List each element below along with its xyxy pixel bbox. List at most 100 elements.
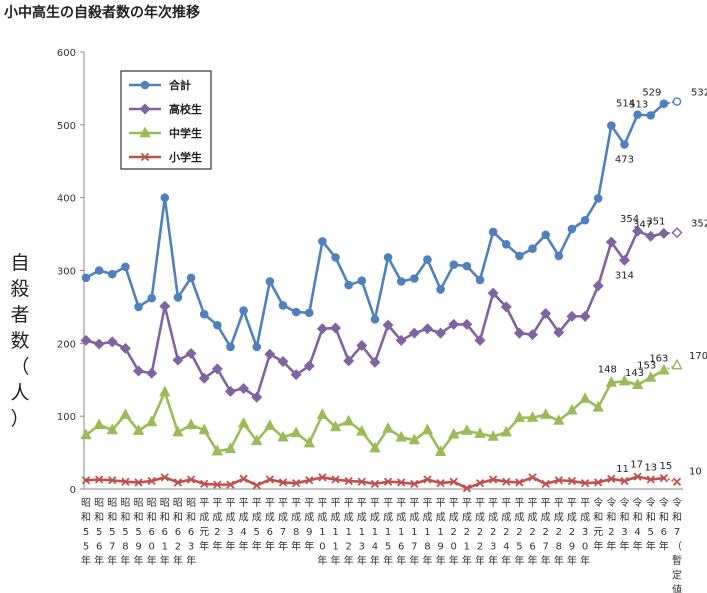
data-point: [671, 358, 683, 370]
x-tick-label: 平: [344, 498, 354, 509]
data-point: [501, 239, 511, 249]
data-point: [224, 442, 237, 454]
y-tick-label: 0: [70, 485, 76, 496]
x-tick-label: 成: [567, 512, 577, 524]
data-point: [224, 385, 236, 397]
x-tick-label: 年: [344, 554, 354, 567]
data-label: 354: [620, 214, 639, 225]
y-axis-label-char: 数: [10, 330, 30, 352]
data-point: [397, 478, 406, 487]
x-tick-label: 和: [186, 512, 196, 524]
data-point: [423, 475, 432, 484]
data-point: [304, 308, 314, 318]
data-point: [344, 476, 353, 486]
data-point: [357, 477, 366, 486]
data-point: [488, 475, 498, 484]
x-tick-label: 成: [501, 512, 511, 524]
x-tick-label: 平: [212, 498, 222, 509]
data-point: [264, 419, 276, 430]
x-tick-label: 成: [331, 512, 341, 524]
x-tick-label: 6: [162, 527, 168, 538]
x-tick-label: 年: [265, 540, 275, 553]
data-point: [475, 479, 485, 488]
data-point: [461, 318, 473, 330]
x-tick-label: 1: [332, 527, 338, 538]
data-point: [659, 473, 669, 483]
data-point: [423, 255, 432, 264]
data-point: [515, 251, 524, 261]
x-tick-label: 成: [383, 512, 393, 524]
data-point: [487, 430, 499, 441]
x-tick-label: （: [672, 541, 682, 553]
x-tick-label: 5: [135, 527, 141, 538]
x-tick-label: 平: [317, 498, 327, 509]
x-tick-label: 1: [411, 527, 417, 538]
x-tick-label: 年: [606, 540, 616, 553]
x-tick-label: 1: [398, 527, 404, 538]
data-point: [607, 121, 616, 130]
x-tick-label: 年: [107, 554, 117, 567]
data-point: [146, 367, 158, 379]
x-tick-label: 年: [278, 540, 288, 553]
x-tick-label: 2: [608, 527, 614, 538]
data-label: 153: [637, 361, 656, 372]
x-tick-label: 平: [514, 498, 524, 509]
x-tick-label: 5: [648, 527, 654, 538]
data-point: [658, 363, 670, 375]
data-label: 143: [625, 368, 644, 379]
data-point: [592, 280, 604, 292]
data-point: [671, 227, 683, 239]
data-point: [553, 414, 565, 425]
x-tick-label: 7: [674, 527, 680, 538]
data-point: [318, 473, 327, 482]
data-point: [93, 418, 105, 430]
x-tick-label: 年: [147, 554, 157, 567]
data-label: 13: [644, 463, 657, 474]
x-tick-label: 成: [239, 512, 249, 524]
data-point: [566, 310, 578, 322]
data-point: [410, 479, 419, 489]
x-tick-label: 年: [646, 540, 656, 553]
x-tick-label: 年: [462, 554, 472, 567]
x-tick-label: 成: [212, 512, 222, 524]
data-point: [554, 476, 563, 485]
data-point: [527, 329, 539, 341]
data-point: [632, 225, 644, 237]
data-point: [140, 80, 150, 90]
data-point: [213, 480, 222, 489]
x-tick-label: 平: [567, 498, 577, 509]
x-tick-label: 年: [331, 554, 341, 567]
x-tick-label: 平: [357, 498, 367, 509]
x-tick-label: 平: [291, 498, 301, 509]
data-point: [395, 334, 407, 346]
data-point: [172, 425, 184, 437]
x-tick-label: 6: [529, 542, 535, 553]
data-point: [251, 391, 263, 403]
x-tick-label: 平: [252, 498, 262, 509]
data-point: [357, 276, 367, 285]
data-point: [645, 230, 657, 242]
data-point: [290, 369, 302, 381]
data-point: [140, 152, 150, 162]
data-label: 314: [615, 270, 634, 281]
x-tick-label: 1: [162, 542, 168, 553]
y-axis-label-char: 殺: [10, 278, 30, 300]
data-label: 513: [629, 99, 648, 110]
x-tick-label: 5: [96, 527, 102, 538]
x-tick-label: 0: [451, 542, 457, 553]
data-point: [277, 356, 289, 368]
data-point: [645, 371, 657, 382]
x-tick-label: 年: [396, 554, 406, 567]
x-tick-label: 5: [83, 542, 89, 553]
x-tick-label: 年: [633, 540, 643, 553]
x-tick-label: 年: [541, 554, 551, 567]
x-tick-label: 年: [475, 554, 485, 567]
data-point: [631, 378, 644, 390]
data-point: [121, 262, 130, 272]
x-tick-label: 6: [661, 527, 667, 538]
x-tick-label: 8: [556, 542, 562, 553]
data-point: [461, 424, 473, 435]
x-tick-label: 暫: [672, 554, 682, 567]
x-tick-label: 平: [370, 498, 380, 509]
data-point: [344, 280, 353, 290]
